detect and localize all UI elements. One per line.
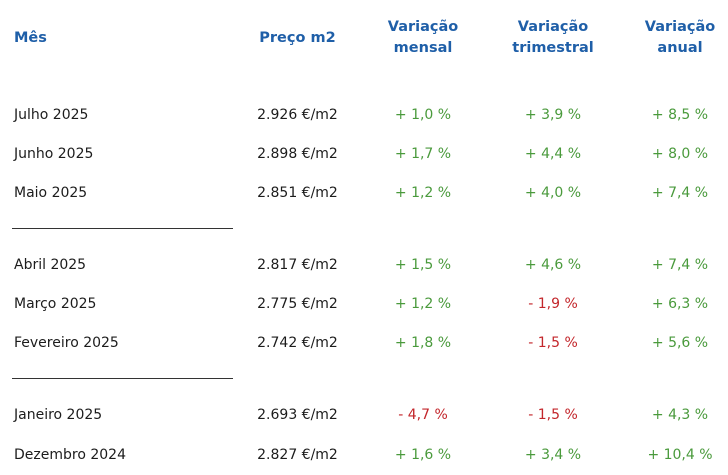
header-quarterly-line1: Variação [517, 19, 589, 35]
cell-annual: + 10,4 % [647, 447, 713, 463]
cell-month: Maio 2025 [14, 185, 88, 201]
cell-price: 2.926 €/m2 [257, 107, 338, 123]
cell-month: Dezembro 2024 [14, 447, 126, 463]
header-month: Mês [14, 30, 47, 46]
cell-annual: + 6,3 % [651, 296, 709, 312]
table-row: Março 2025 2.775 €/m2 + 1,2 % - 1,9 % + … [0, 293, 728, 315]
cell-month: Junho 2025 [14, 146, 94, 162]
cell-quarterly: - 1,9 % [528, 296, 578, 312]
cell-month: Fevereiro 2025 [14, 335, 119, 351]
cell-quarterly: - 1,5 % [528, 335, 578, 351]
cell-quarterly: + 4,4 % [524, 146, 582, 162]
cell-monthly: + 1,5 % [394, 257, 452, 273]
cell-quarterly: - 1,5 % [528, 407, 578, 423]
cell-monthly: + 1,0 % [394, 107, 452, 123]
table-row: Janeiro 2025 2.693 €/m2 - 4,7 % - 1,5 % … [0, 404, 728, 426]
cell-month: Janeiro 2025 [14, 407, 103, 423]
cell-month: Abril 2025 [14, 257, 87, 273]
header-annual-variation: Variação anual [628, 17, 728, 59]
table-row: Junho 2025 2.898 €/m2 + 1,7 % + 4,4 % + … [0, 143, 728, 165]
header-annual-line1: Variação [644, 19, 716, 35]
cell-annual: + 8,0 % [651, 146, 709, 162]
cell-annual: + 7,4 % [651, 257, 709, 273]
cell-monthly: + 1,2 % [394, 296, 452, 312]
cell-annual: + 7,4 % [651, 185, 709, 201]
cell-monthly: - 4,7 % [398, 407, 448, 423]
cell-annual: + 4,3 % [651, 407, 709, 423]
table-row: Maio 2025 2.851 €/m2 + 1,2 % + 4,0 % + 7… [0, 182, 728, 204]
header-quarterly-line2: trimestral [512, 40, 594, 56]
cell-price: 2.817 €/m2 [257, 257, 338, 273]
cell-price: 2.775 €/m2 [257, 296, 338, 312]
cell-monthly: + 1,2 % [394, 185, 452, 201]
cell-monthly: + 1,8 % [394, 335, 452, 351]
table-row: Abril 2025 2.817 €/m2 + 1,5 % + 4,6 % + … [0, 254, 728, 276]
header-price: Preço m2 [259, 30, 336, 46]
quarter-divider [12, 378, 233, 379]
cell-month: Março 2025 [14, 296, 97, 312]
header-monthly-line2: mensal [393, 40, 453, 56]
cell-price: 2.827 €/m2 [257, 447, 338, 463]
cell-quarterly: + 4,0 % [524, 185, 582, 201]
cell-quarterly: + 3,4 % [524, 447, 582, 463]
cell-price: 2.851 €/m2 [257, 185, 338, 201]
table-row: Fevereiro 2025 2.742 €/m2 + 1,8 % - 1,5 … [0, 332, 728, 354]
quarter-divider [12, 228, 233, 229]
cell-price: 2.693 €/m2 [257, 407, 338, 423]
header-annual-line2: anual [657, 40, 703, 56]
cell-price: 2.898 €/m2 [257, 146, 338, 162]
cell-quarterly: + 4,6 % [524, 257, 582, 273]
table-header: Mês Preço m2 Variação mensal Variação tr… [0, 0, 728, 80]
cell-month: Julho 2025 [14, 107, 89, 123]
cell-quarterly: + 3,9 % [524, 107, 582, 123]
cell-monthly: + 1,6 % [394, 447, 452, 463]
header-quarterly-variation: Variação trimestral [498, 17, 608, 59]
cell-price: 2.742 €/m2 [257, 335, 338, 351]
cell-annual: + 5,6 % [651, 335, 709, 351]
cell-annual: + 8,5 % [651, 107, 709, 123]
header-monthly-variation: Variação mensal [368, 17, 478, 59]
table-row: Julho 2025 2.926 €/m2 + 1,0 % + 3,9 % + … [0, 104, 728, 126]
table-row: Dezembro 2024 2.827 €/m2 + 1,6 % + 3,4 %… [0, 444, 728, 466]
cell-monthly: + 1,7 % [394, 146, 452, 162]
header-monthly-line1: Variação [387, 19, 459, 35]
